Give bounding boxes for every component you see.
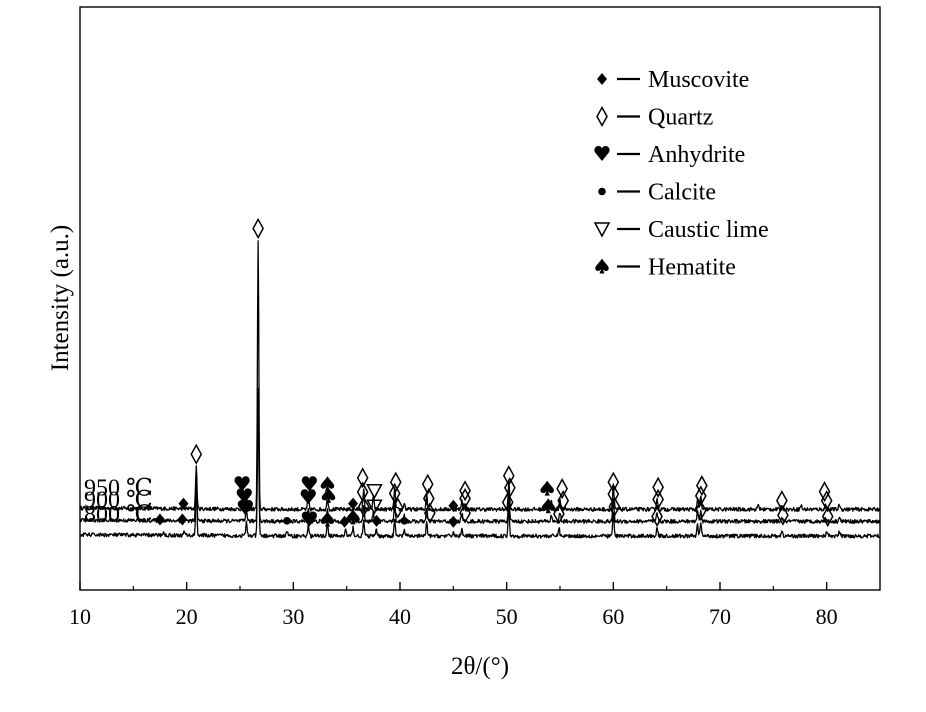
x-axis-label: 2θ/(°) <box>451 653 509 680</box>
hematite-marker <box>346 509 360 525</box>
legend-label: Caustic lime <box>648 217 769 243</box>
quartz-marker <box>190 443 203 465</box>
legend-label: Quartz <box>648 105 713 131</box>
quartz-marker <box>608 496 621 518</box>
x-axis-ticks: 10 20 30 40 50 60 70 80 <box>69 582 838 629</box>
quartz-marker <box>357 496 370 518</box>
plot-frame <box>79 6 881 591</box>
quartz-marker <box>459 480 471 502</box>
quartz-marker <box>459 487 471 510</box>
hematite-marker <box>320 511 335 527</box>
series-line <box>79 387 881 524</box>
quartz-marker <box>502 465 515 487</box>
series-line <box>79 240 881 512</box>
anhydrite-marker <box>300 489 316 505</box>
quartz-marker <box>694 485 707 507</box>
quartz-marker <box>356 467 369 489</box>
quartz-marker <box>557 490 570 512</box>
muscovite-marker <box>371 514 382 527</box>
legend: Muscovite Quartz Anhydrite Calcite Caustic l… <box>593 67 769 281</box>
legend-label: Hematite <box>648 255 736 281</box>
hematite-marker <box>541 498 556 514</box>
quartz-marker <box>818 481 831 503</box>
phase-markers <box>155 217 834 528</box>
x-tick-label: 70 <box>709 604 731 629</box>
anhydrite-marker <box>237 499 253 515</box>
muscovite-marker <box>448 515 459 528</box>
x-tick-label: 20 <box>176 604 198 629</box>
muscovite-marker <box>448 499 459 512</box>
quartz-marker <box>424 502 436 524</box>
calcite-marker <box>283 517 291 525</box>
quartz-marker <box>777 504 789 526</box>
quartz-marker <box>392 497 404 519</box>
quartz-marker <box>651 505 663 528</box>
series-label: 950 ℃ <box>84 475 153 501</box>
quartz-marker <box>421 473 434 495</box>
legend-label: Muscovite <box>648 67 749 93</box>
x-tick-label: 30 <box>282 604 304 629</box>
quartz-marker <box>821 505 834 528</box>
quartz-marker <box>607 471 620 493</box>
muscovite-marker <box>177 513 188 526</box>
quartz-marker <box>696 475 708 497</box>
quartz-marker <box>607 483 620 505</box>
calcite-marker <box>598 187 606 196</box>
hematite-marker <box>595 258 609 274</box>
muscovite-marker <box>178 497 189 510</box>
legend-label: Calcite <box>648 180 716 206</box>
quartz-marker <box>501 491 514 513</box>
quartz-marker <box>459 502 471 524</box>
caustic-lime-marker <box>366 499 383 515</box>
x-tick-label: 80 <box>816 604 838 629</box>
series-label: 900 ℃ <box>84 487 153 513</box>
quartz-marker <box>596 105 608 128</box>
anhydrite-marker <box>594 146 610 161</box>
x-tick-label: 50 <box>496 604 518 629</box>
quartz-marker <box>652 476 664 498</box>
series-line <box>79 391 881 539</box>
caustic-lime-marker <box>366 483 383 500</box>
hematite-marker <box>540 480 554 496</box>
quartz-marker <box>389 471 402 493</box>
quartz-marker <box>694 499 707 522</box>
x-tick-label: 10 <box>69 604 91 629</box>
anhydrite-marker <box>301 511 317 527</box>
series-label: 800 ℃ <box>84 502 153 528</box>
quartz-marker <box>553 503 565 525</box>
anhydrite-marker <box>236 488 252 504</box>
muscovite-marker <box>597 73 607 85</box>
caustic-lime-marker <box>593 222 611 238</box>
anhydrite-marker <box>234 476 250 492</box>
quartz-marker <box>388 482 401 504</box>
hematite-marker <box>321 487 336 503</box>
quartz-marker <box>556 478 568 500</box>
x-tick-label: 40 <box>389 604 411 629</box>
quartz-marker <box>252 217 264 239</box>
hematite-marker <box>320 476 335 492</box>
muscovite-marker <box>348 497 359 510</box>
anhydrite-marker <box>301 476 317 492</box>
calcite-marker <box>400 517 409 525</box>
x-tick-label: 60 <box>602 604 624 629</box>
y-axis-label: Intensity (a.u.) <box>47 225 74 371</box>
legend-label: Anhydrite <box>648 142 745 168</box>
muscovite-marker <box>155 513 165 526</box>
